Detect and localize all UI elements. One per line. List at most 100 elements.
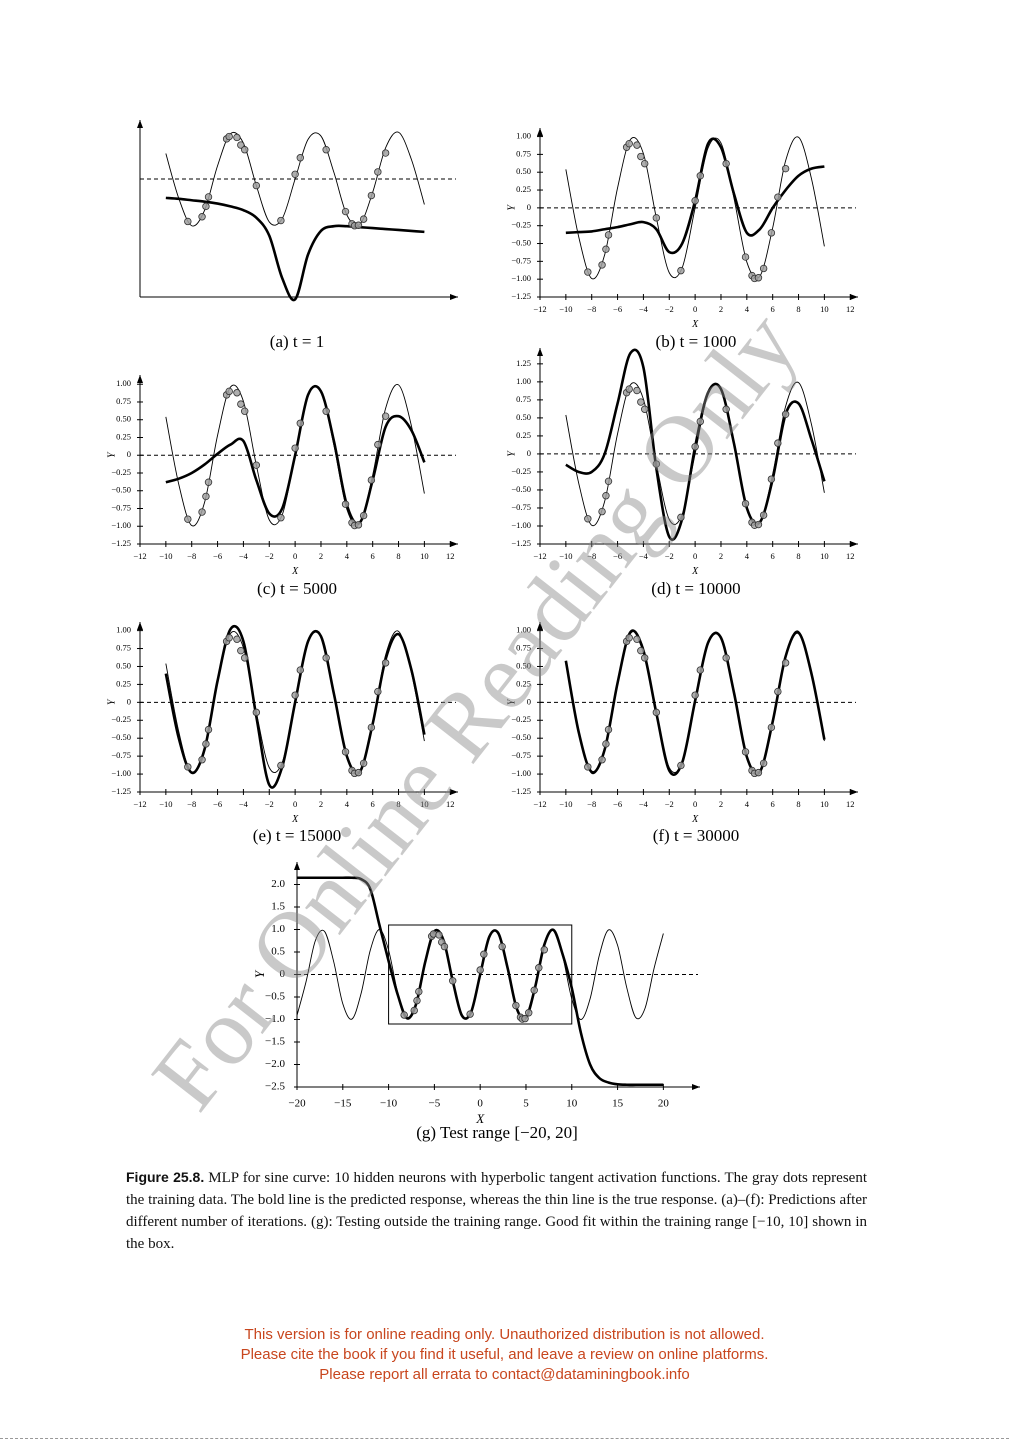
y-tick-label: −1.25 [111,786,131,796]
y-tick-label: −0.25 [511,466,531,476]
training-point [204,478,213,486]
training-point [584,763,592,771]
x-tick-label: 12 [846,551,855,561]
training-point [476,966,484,974]
y-axis-label: Y [106,451,117,458]
y-tick-label: −0.75 [111,750,131,760]
training-point [237,400,245,408]
x-tick-label: 12 [446,551,455,561]
x-tick-label: −4 [239,799,249,809]
x-tick-label: −6 [613,304,622,314]
training-point [241,407,249,415]
predicted-line [564,629,826,776]
training-point [341,500,350,508]
x-tick-label: 6 [771,551,775,561]
x-tick-label: 20 [658,1098,670,1110]
y-axis-label: Y [506,450,517,457]
y-tick-label: 0.75 [516,148,531,158]
training-point [237,646,245,655]
chart: −12 −10 −8 −6 −4 −2 0 2 4 6 8 10 12 −1.25 −1.00 −0.75 −0… [506,348,858,598]
training-point [696,666,704,674]
x-tick-label: 4 [345,799,350,809]
chart-title: (c) t = 5000 [257,579,337,598]
training-point [633,386,641,395]
training-point [184,763,192,771]
x-tick-label: −4 [639,304,649,314]
y-axis-arrow [294,862,300,870]
training-point [367,723,376,732]
training-point [466,1010,474,1018]
x-tick-label: −2 [665,799,674,809]
x-tick-label: −6 [213,551,222,561]
training-point [584,268,592,276]
x-tick-label: 12 [446,799,455,809]
y-tick-label: 0.25 [516,184,531,194]
training-point [535,964,543,972]
training-point [781,164,790,173]
x-tick-label: −12 [533,799,546,809]
training-point [413,996,421,1005]
x-tick-label: −6 [613,551,622,561]
training-point [241,654,249,662]
x-tick-label: 2 [719,551,723,561]
chart-title: (a) t = 1 [270,332,324,351]
x-tick-label: 8 [796,304,800,314]
training-point [322,654,330,662]
page-edge [0,1438,1009,1439]
y-tick-label: 0 [527,202,531,212]
y-tick-label: −0.50 [511,732,531,742]
x-axis-label: X [475,1111,485,1126]
x-tick-label: 5 [523,1098,529,1110]
x-tick-label: 10 [420,551,429,561]
predicted-line [165,196,425,302]
y-tick-label: −1.5 [265,1036,285,1048]
training-point [277,761,285,770]
y-tick-label: −0.50 [111,732,131,742]
x-tick-label: 15 [612,1098,624,1110]
training-point [252,708,261,717]
x-tick-label: −15 [334,1098,352,1110]
y-tick-label: 0.50 [516,660,531,670]
training-point [341,207,350,216]
x-tick-label: 12 [846,799,855,809]
y-tick-label: 0 [280,968,286,980]
training-point [435,931,443,939]
x-tick-label: −10 [159,551,172,561]
training-point [277,514,285,522]
x-tick-label: 4 [745,551,750,561]
training-point [341,748,350,756]
fit-box [388,924,573,1025]
training-point [696,417,704,426]
training-point [691,443,699,451]
x-tick-label: −10 [559,799,572,809]
training-point [637,152,645,161]
x-axis-label: X [291,566,299,577]
training-point [641,405,649,413]
y-tick-label: −1.25 [511,786,531,796]
training-point [598,756,606,764]
training-point [633,141,641,149]
x-tick-label: 10 [566,1098,578,1110]
x-tick-label: −20 [288,1098,306,1110]
training-point [781,410,790,418]
training-point [521,1014,529,1023]
chart: (a) t = 1 [137,120,458,351]
training-point [184,515,192,523]
y-tick-label: −0.75 [511,750,531,760]
training-point [781,659,790,667]
x-axis-arrow [450,789,458,795]
y-tick-label: 2.0 [271,878,285,890]
training-point [530,986,538,994]
training-point [480,950,488,958]
caption-label: Figure 25.8. [126,1169,205,1185]
predicted-line [565,348,826,541]
training-point [625,634,633,642]
training-point [400,1011,408,1019]
x-tick-label: −2 [665,551,674,561]
x-axis-arrow [850,294,858,300]
training-point [225,132,233,141]
x-tick-label: 2 [319,551,323,561]
x-tick-label: 10 [820,551,829,561]
y-tick-label: −1.00 [511,520,531,530]
training-point [767,229,776,237]
